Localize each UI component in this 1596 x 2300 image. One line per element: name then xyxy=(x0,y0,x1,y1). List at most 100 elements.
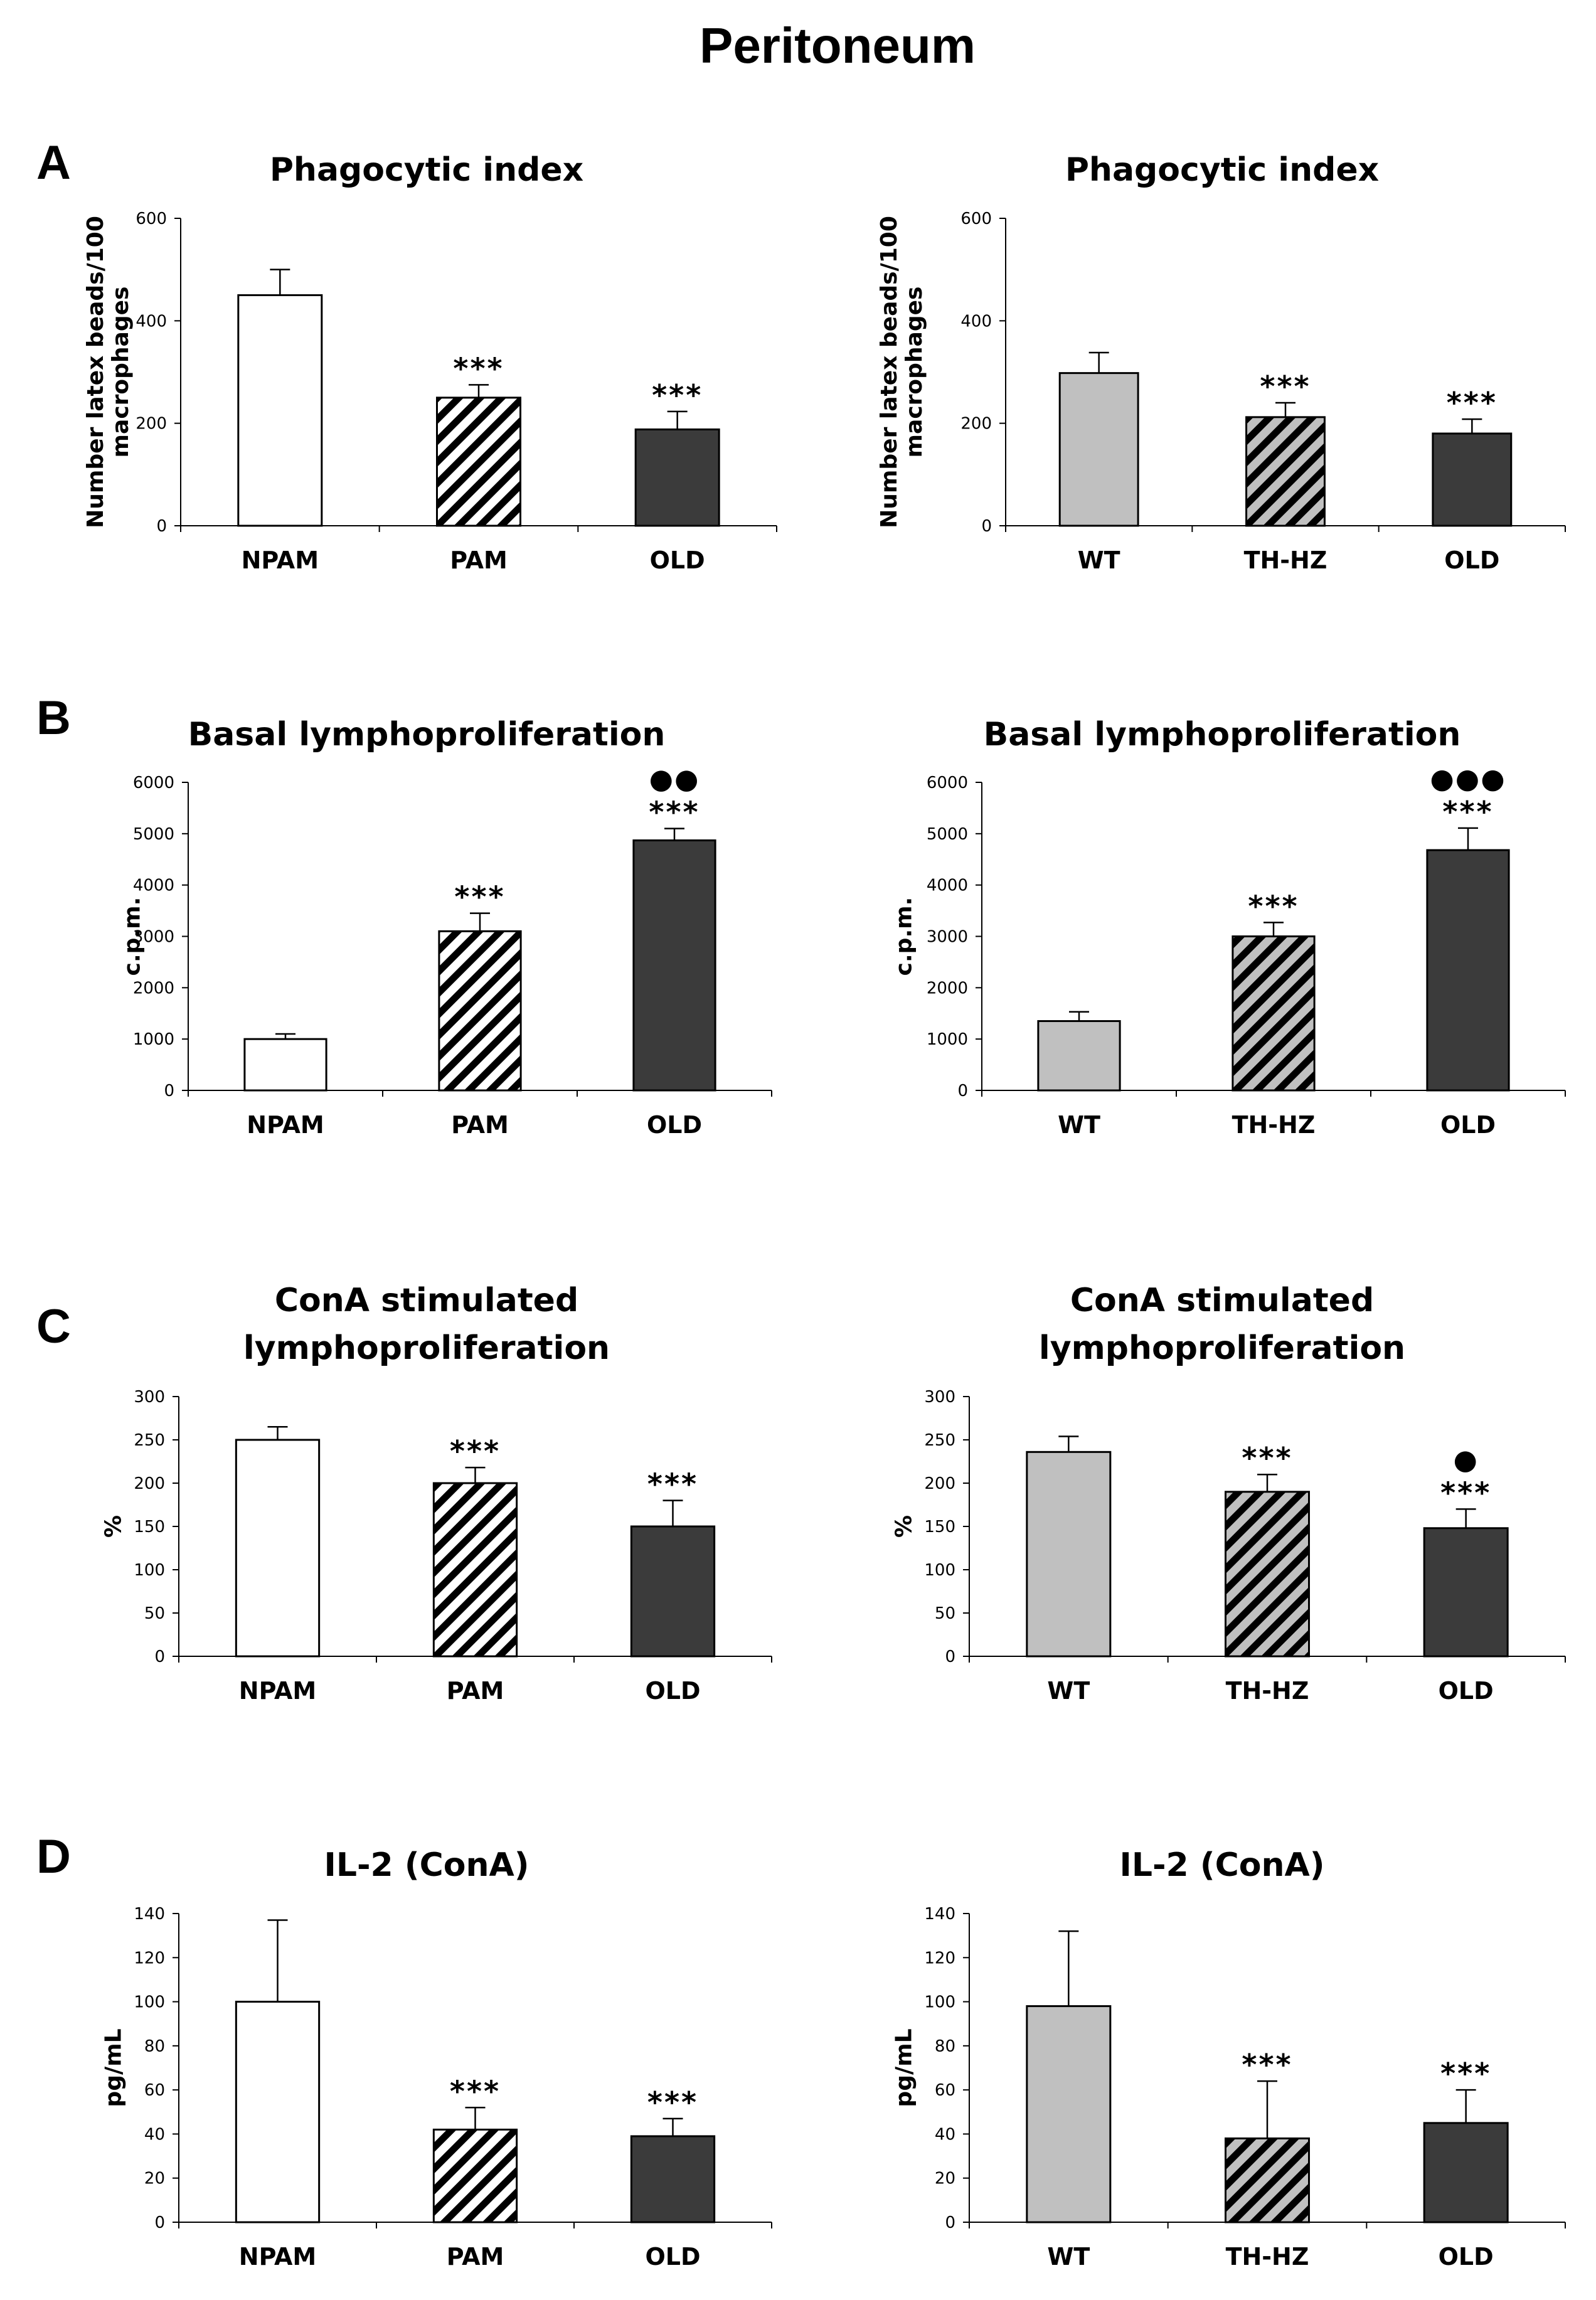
bar-th-hz xyxy=(1225,2137,1310,2223)
x-tick-label: OLD xyxy=(1439,1677,1494,1705)
x-tick-label: OLD xyxy=(1444,546,1499,574)
y-tick-label: 6000 xyxy=(133,774,174,792)
significance-marker: *** xyxy=(1440,2057,1491,2090)
x-tick-label: NPAM xyxy=(247,1111,324,1139)
bar-th-hz xyxy=(1225,1491,1310,1658)
y-tick-label: 40 xyxy=(935,2125,955,2144)
y-axis-label: % xyxy=(891,1515,917,1538)
bar-th-hz xyxy=(1232,935,1316,1092)
x-tick-label: TH-HZ xyxy=(1244,546,1327,574)
chart-title: Phagocytic index xyxy=(1065,151,1379,189)
bar-npam xyxy=(243,1038,327,1092)
y-tick-label: 140 xyxy=(134,1905,165,1924)
panel-letter-a: A xyxy=(36,136,71,189)
significance-marker: *** xyxy=(1260,370,1311,403)
bar-old xyxy=(1426,849,1510,1092)
x-tick-label: OLD xyxy=(647,1111,702,1139)
y-tick-label: 300 xyxy=(134,1388,165,1407)
y-tick-label: 100 xyxy=(924,1561,955,1580)
y-tick-label: 40 xyxy=(144,2125,165,2144)
chart-b-left: Basal lymphoproliferation c.p.m. 0 1000 2000… xyxy=(120,716,772,1139)
bar-old xyxy=(1432,432,1513,527)
y-axis-label-line: Number latex beads/100 xyxy=(83,216,109,528)
y-axis-label: Number latex beads/100macrophages xyxy=(876,216,927,528)
chart-c-right: ConA stimulated lymphoproliferation% 0 50 10… xyxy=(891,1282,1566,1705)
y-tick-label: 600 xyxy=(136,210,167,228)
significance-marker: *** xyxy=(649,796,700,829)
y-tick-label: 200 xyxy=(960,415,992,434)
y-axis-label: Number latex beads/100macrophages xyxy=(83,216,134,528)
y-axis-label-line: % xyxy=(101,1515,127,1538)
significance-marker: *** xyxy=(1442,795,1493,829)
y-tick-label: 300 xyxy=(924,1388,955,1407)
y-tick-label: 1000 xyxy=(133,1030,174,1049)
bar-wt xyxy=(1026,2005,1112,2223)
y-axis-label-line: pg/mL xyxy=(101,2028,127,2107)
y-tick-label: 0 xyxy=(945,2213,955,2232)
y-tick-label: 400 xyxy=(136,312,167,331)
x-tick-label: TH-HZ xyxy=(1232,1111,1316,1139)
significance-marker: *** xyxy=(652,378,703,412)
bar-npam xyxy=(235,2001,321,2223)
y-tick-label: 4000 xyxy=(927,876,968,895)
y-axis-label-line: macrophages xyxy=(108,287,134,458)
bar-old xyxy=(630,2135,716,2223)
significance-marker: *** xyxy=(453,351,504,385)
bar-pam xyxy=(436,397,521,527)
y-axis-label: c.p.m. xyxy=(120,897,146,976)
y-tick-label: 2000 xyxy=(927,979,968,998)
bar-old xyxy=(1423,2122,1509,2223)
bar-old xyxy=(632,839,716,1092)
bar-old xyxy=(634,428,720,527)
y-tick-label: 80 xyxy=(935,2037,955,2056)
y-tick-label: 0 xyxy=(154,1648,165,1666)
y-tick-label: 600 xyxy=(960,210,992,228)
y-tick-label: 60 xyxy=(144,2081,165,2100)
significance-dots: ● xyxy=(1453,1444,1478,1476)
panel-letter-b: B xyxy=(36,691,71,745)
y-tick-label: 3000 xyxy=(133,928,174,947)
panel-letter-d: D xyxy=(36,1830,71,1883)
y-tick-label: 0 xyxy=(156,517,167,536)
bar-wt xyxy=(1058,372,1139,527)
y-tick-label: 0 xyxy=(981,517,992,536)
y-axis-label-line: c.p.m. xyxy=(120,897,146,976)
significance-marker: *** xyxy=(647,1467,698,1501)
chart-b-right: Basal lymphoproliferation c.p.m. 0 1000 2000… xyxy=(891,716,1566,1139)
y-tick-label: 140 xyxy=(924,1905,955,1924)
y-axis-label: pg/mL xyxy=(101,2028,127,2107)
chart-title: IL-2 (ConA) xyxy=(1119,1846,1324,1884)
y-tick-label: 150 xyxy=(134,1518,165,1536)
y-tick-label: 2000 xyxy=(133,979,174,998)
x-tick-label: PAM xyxy=(447,2243,504,2271)
x-tick-label: OLD xyxy=(645,2243,700,2271)
chart-a-left: Phagocytic index Number latex beads/100ma… xyxy=(83,151,777,574)
x-tick-label: PAM xyxy=(450,546,508,574)
x-tick-label: PAM xyxy=(447,1677,504,1705)
x-tick-label: OLD xyxy=(650,546,705,574)
bar-old xyxy=(630,1525,716,1658)
y-tick-label: 6000 xyxy=(927,774,968,792)
y-tick-label: 50 xyxy=(144,1604,165,1623)
chart-title: Phagocytic index xyxy=(270,151,583,189)
y-axis-label-line: Number latex beads/100 xyxy=(876,216,902,528)
bar-pam xyxy=(438,930,522,1092)
y-tick-label: 4000 xyxy=(133,876,174,895)
y-tick-label: 100 xyxy=(134,1561,165,1580)
y-tick-label: 100 xyxy=(134,1993,165,2012)
y-tick-label: 250 xyxy=(924,1431,955,1450)
chart-c-left: ConA stimulated lymphoproliferation% 0 50 10… xyxy=(101,1282,772,1705)
chart-title: lymphoproliferation xyxy=(1039,1329,1405,1367)
significance-marker: *** xyxy=(450,1434,501,1468)
y-tick-label: 120 xyxy=(134,1949,165,1967)
y-axis-label: pg/mL xyxy=(891,2028,917,2107)
y-tick-label: 0 xyxy=(164,1082,174,1100)
x-tick-label: OLD xyxy=(645,1677,700,1705)
y-tick-label: 3000 xyxy=(927,928,968,947)
bar-pam xyxy=(432,2128,518,2223)
y-tick-label: 0 xyxy=(957,1082,968,1100)
y-tick-label: 100 xyxy=(924,1993,955,2012)
x-tick-label: PAM xyxy=(451,1111,509,1139)
bar-pam xyxy=(432,1482,518,1658)
